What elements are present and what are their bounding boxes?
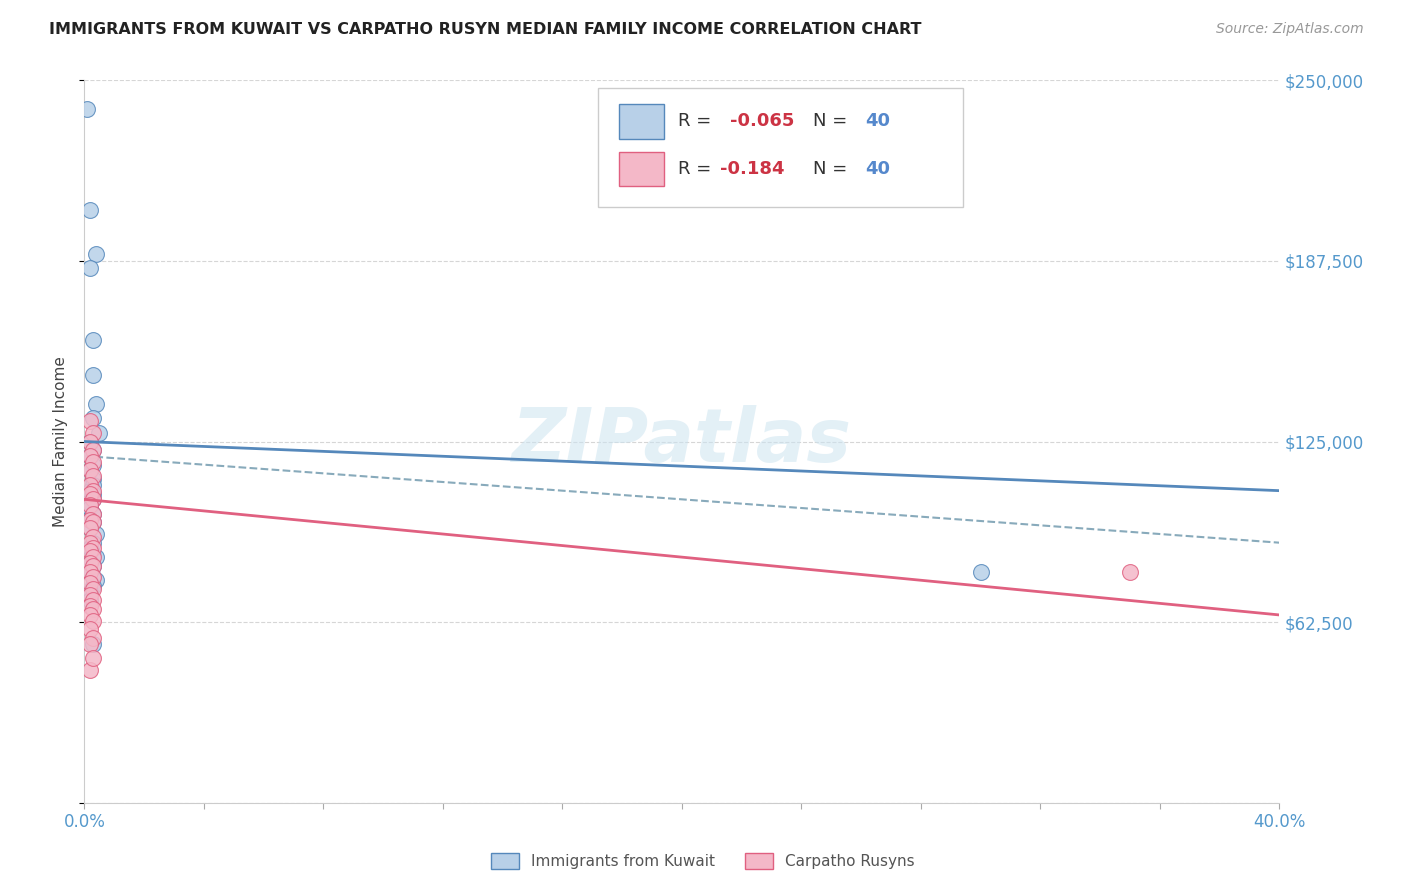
Point xyxy=(79,501,101,516)
Point xyxy=(79,623,101,637)
Text: -0.184: -0.184 xyxy=(720,161,785,178)
Point xyxy=(82,486,104,500)
Point xyxy=(82,425,104,440)
Point xyxy=(82,455,104,469)
Text: IMMIGRANTS FROM KUWAIT VS CARPATHO RUSYN MEDIAN FAMILY INCOME CORRELATION CHART: IMMIGRANTS FROM KUWAIT VS CARPATHO RUSYN… xyxy=(49,22,922,37)
Point xyxy=(82,614,104,628)
Point xyxy=(82,483,104,498)
Point xyxy=(79,463,101,477)
Point xyxy=(82,550,104,565)
Text: ZIPatlas: ZIPatlas xyxy=(512,405,852,478)
Point xyxy=(79,556,101,570)
Point xyxy=(82,547,104,561)
Point xyxy=(79,449,101,463)
Point xyxy=(79,261,101,276)
Point xyxy=(79,483,101,498)
Point xyxy=(79,565,101,579)
Point xyxy=(79,637,101,651)
Point xyxy=(82,570,104,584)
FancyBboxPatch shape xyxy=(599,87,963,207)
Point xyxy=(79,521,101,535)
Point xyxy=(86,574,108,588)
FancyBboxPatch shape xyxy=(619,152,664,186)
Point xyxy=(82,637,104,651)
Point xyxy=(82,411,104,425)
Point xyxy=(82,507,104,521)
Point xyxy=(86,397,108,411)
Point xyxy=(82,651,104,665)
Point xyxy=(82,582,104,596)
Point xyxy=(79,535,101,549)
Point xyxy=(79,588,101,602)
Point xyxy=(82,602,104,616)
Point xyxy=(82,368,104,382)
Point xyxy=(82,516,104,530)
Point xyxy=(76,102,98,116)
Point xyxy=(82,558,104,573)
Point xyxy=(82,507,104,521)
Point xyxy=(82,570,104,584)
Point xyxy=(79,512,101,526)
Point xyxy=(79,556,101,570)
Text: -0.065: -0.065 xyxy=(730,112,794,130)
Point xyxy=(79,463,101,477)
Point xyxy=(82,593,104,607)
Point xyxy=(79,607,101,622)
Point xyxy=(82,530,104,544)
Text: R =: R = xyxy=(678,112,717,130)
Point xyxy=(79,512,101,526)
Point xyxy=(79,593,101,607)
Point xyxy=(82,334,104,348)
Y-axis label: Median Family Income: Median Family Income xyxy=(52,356,67,527)
Point xyxy=(79,565,101,579)
Text: 40: 40 xyxy=(865,112,890,130)
Point xyxy=(79,541,101,556)
Point xyxy=(86,527,108,541)
Point xyxy=(79,434,101,449)
Point xyxy=(82,631,104,645)
Point xyxy=(79,663,101,677)
Legend: Immigrants from Kuwait, Carpatho Rusyns: Immigrants from Kuwait, Carpatho Rusyns xyxy=(485,847,921,875)
Point xyxy=(1119,565,1142,579)
Point xyxy=(82,579,104,593)
Point xyxy=(970,565,993,579)
Point xyxy=(79,486,101,500)
Text: Source: ZipAtlas.com: Source: ZipAtlas.com xyxy=(1216,22,1364,37)
Point xyxy=(79,434,101,449)
Point xyxy=(79,495,101,509)
Point xyxy=(79,576,101,591)
Point xyxy=(82,472,104,486)
Text: 40: 40 xyxy=(865,161,890,178)
Point xyxy=(79,521,101,535)
Point xyxy=(79,203,101,218)
Point xyxy=(89,425,111,440)
Point xyxy=(82,478,104,492)
Point xyxy=(82,516,104,530)
Point xyxy=(82,443,104,458)
Point xyxy=(82,458,104,472)
Text: N =: N = xyxy=(814,161,853,178)
Point xyxy=(82,492,104,507)
Point xyxy=(86,246,108,260)
Point xyxy=(79,599,101,614)
Point xyxy=(82,443,104,458)
Point xyxy=(82,535,104,549)
Point xyxy=(86,550,108,565)
Point xyxy=(79,498,101,512)
Point xyxy=(82,492,104,507)
Point xyxy=(79,584,101,599)
Point xyxy=(82,558,104,573)
Text: R =: R = xyxy=(678,161,717,178)
FancyBboxPatch shape xyxy=(619,104,664,139)
Point xyxy=(79,544,101,558)
Point xyxy=(82,541,104,556)
Point xyxy=(79,449,101,463)
Point xyxy=(82,469,104,483)
Text: N =: N = xyxy=(814,112,853,130)
Point xyxy=(79,414,101,428)
Point xyxy=(79,478,101,492)
